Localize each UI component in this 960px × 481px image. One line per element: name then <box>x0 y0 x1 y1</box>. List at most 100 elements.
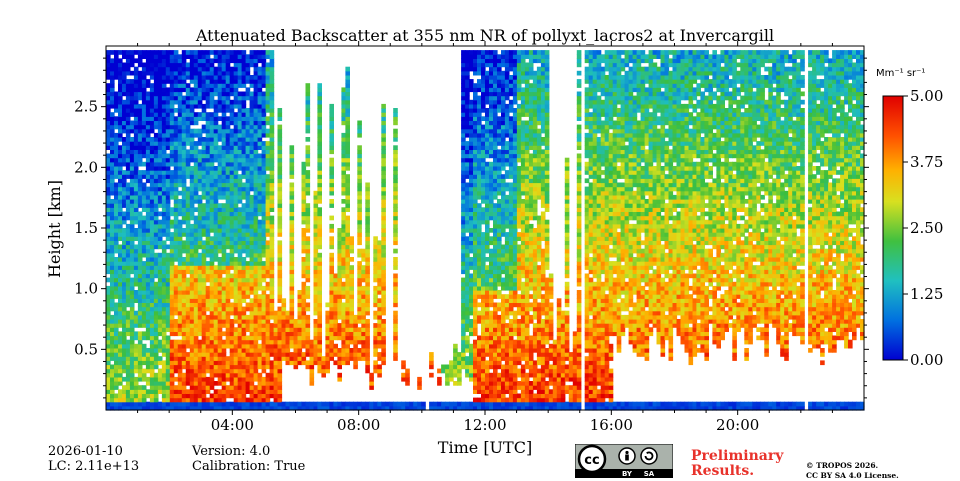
heatmap-cell <box>269 364 275 370</box>
heatmap-cell <box>393 294 398 299</box>
heatmap-cell <box>169 207 175 212</box>
heatmap-cell <box>217 58 223 64</box>
heatmap-cell <box>165 368 171 374</box>
heatmap-cell <box>122 302 127 308</box>
heatmap-cell <box>189 294 195 299</box>
heatmap-cell <box>233 79 239 84</box>
heatmap-cell <box>305 252 311 258</box>
heatmap-cell <box>129 83 135 88</box>
heatmap-cell <box>245 372 251 378</box>
heatmap-cell <box>149 145 155 150</box>
heatmap-cell <box>249 182 255 188</box>
heatmap-cell <box>169 108 175 113</box>
heatmap-cell <box>477 149 482 155</box>
heatmap-cell <box>345 199 350 204</box>
heatmap-cell <box>381 294 386 299</box>
heatmap-cell <box>209 120 215 126</box>
heatmap-cell <box>473 405 478 411</box>
heatmap-cell <box>393 219 398 225</box>
heatmap-cell <box>193 170 199 175</box>
heatmap-cell <box>118 153 123 159</box>
heatmap-cell <box>201 385 207 390</box>
heatmap-cell <box>118 376 123 382</box>
heatmap-cell <box>233 269 239 275</box>
heatmap-cell <box>277 149 283 155</box>
heatmap-cell <box>129 108 135 113</box>
heatmap-cell <box>125 95 131 101</box>
heatmap-cell <box>289 319 295 324</box>
heatmap-cell <box>377 343 382 349</box>
heatmap-cell <box>225 331 231 337</box>
heatmap-cell <box>118 186 123 192</box>
heatmap-cell <box>301 273 307 279</box>
heatmap-cell <box>125 50 131 55</box>
heatmap-cell <box>477 244 482 250</box>
heatmap-cell <box>118 319 123 324</box>
heatmap-cell <box>153 186 159 192</box>
heatmap-cell <box>469 285 474 291</box>
heatmap-cell <box>477 95 482 101</box>
heatmap-cell <box>165 141 171 146</box>
heatmap-cell <box>193 153 199 159</box>
heatmap-cell <box>393 153 398 159</box>
heatmap-cell <box>261 211 267 217</box>
heatmap-cell <box>469 273 474 279</box>
heatmap-cell <box>106 132 111 138</box>
heatmap-cell <box>245 240 251 246</box>
heatmap-cell <box>225 389 231 394</box>
heatmap-cell <box>341 331 346 337</box>
heatmap-cell <box>122 149 127 155</box>
heatmap-cell <box>106 228 111 233</box>
heatmap-cell <box>269 298 275 303</box>
heatmap-cell <box>125 137 131 142</box>
heatmap-cell <box>173 343 179 349</box>
heatmap-cell <box>201 70 207 76</box>
heatmap-cell <box>337 327 342 332</box>
heatmap-cell <box>106 161 111 167</box>
heatmap-cell <box>237 331 243 337</box>
heatmap-cell <box>193 310 199 316</box>
heatmap-cell <box>393 343 398 349</box>
heatmap-cell <box>249 219 255 225</box>
heatmap-cell <box>377 269 382 275</box>
heatmap-cell <box>257 54 263 59</box>
heatmap-cell <box>357 199 362 204</box>
heatmap-cell <box>177 203 183 208</box>
heatmap-cell <box>149 339 155 345</box>
heatmap-cell <box>189 87 195 93</box>
heatmap-cell <box>245 265 251 270</box>
heatmap-cell <box>201 66 207 72</box>
heatmap-cell <box>261 343 267 349</box>
heatmap-cell <box>177 348 183 353</box>
heatmap-cell <box>201 124 207 130</box>
heatmap-cell <box>269 343 275 349</box>
heatmap-cell <box>341 285 346 291</box>
heatmap-cell <box>221 116 227 121</box>
heatmap-cell <box>193 405 199 411</box>
heatmap-cell <box>106 290 111 295</box>
heatmap-cell <box>173 141 179 146</box>
heatmap-cell <box>169 252 175 258</box>
heatmap-cell <box>193 290 199 295</box>
heatmap-cell <box>317 323 322 328</box>
heatmap-cell <box>241 265 247 270</box>
heatmap-cell <box>241 298 247 303</box>
heatmap-cell <box>153 211 159 217</box>
heatmap-cell <box>133 265 139 270</box>
heatmap-cell <box>122 314 127 320</box>
heatmap-cell <box>173 62 179 68</box>
heatmap-cell <box>393 194 398 200</box>
heatmap-cell <box>118 223 123 229</box>
heatmap-cell <box>477 157 482 163</box>
heatmap-cell <box>477 294 482 299</box>
heatmap-cell <box>137 389 143 394</box>
heatmap-cell <box>205 368 211 374</box>
heatmap-cell <box>257 352 263 357</box>
heatmap-cell <box>233 58 239 64</box>
heatmap-cell <box>177 153 183 159</box>
heatmap-cell <box>277 257 283 262</box>
heatmap-cell <box>277 219 283 225</box>
heatmap-cell <box>173 75 179 80</box>
heatmap-cell <box>285 331 291 337</box>
heatmap-cell <box>213 87 219 93</box>
